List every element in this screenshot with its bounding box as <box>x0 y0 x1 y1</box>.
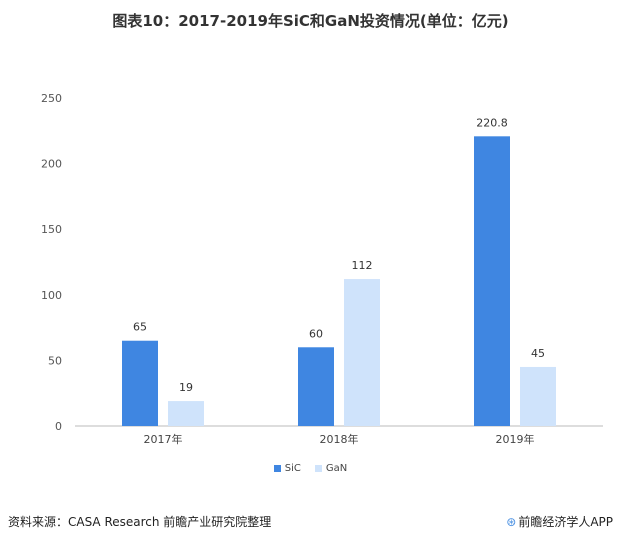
y-tick-label: 0 <box>55 420 62 433</box>
data-label-sic-2: 220.8 <box>476 116 508 129</box>
y-tick-label: 150 <box>41 223 62 236</box>
x-tick-label: 2019年 <box>496 432 535 446</box>
y-tick-label: 250 <box>41 92 62 105</box>
bar-gan-2 <box>520 366 556 426</box>
bar-gan-0 <box>168 401 204 426</box>
brand-credit: ⊛ 前瞻经济学人APP <box>506 513 613 530</box>
legend-item-sic: SiC <box>273 463 301 474</box>
data-label-gan-2: 45 <box>531 347 545 360</box>
data-label-sic-0: 65 <box>133 321 147 334</box>
source-note: 资料来源：CASA Research 前瞻产业研究院整理 <box>8 515 272 529</box>
chart-title: 图表10：2017-2019年SiC和GaN投资情况(单位：亿元) <box>112 12 509 30</box>
y-tick-label: 100 <box>41 289 62 302</box>
legend: SiC GaN <box>0 463 621 474</box>
data-label-gan-0: 19 <box>179 381 193 394</box>
bar-sic-0 <box>122 340 158 426</box>
x-tick-label: 2017年 <box>144 432 183 446</box>
data-label-sic-1: 60 <box>309 327 323 340</box>
bar-sic-2 <box>474 136 510 426</box>
legend-label-gan: GaN <box>325 463 348 474</box>
brand-logo-icon: ⊛ <box>506 515 517 529</box>
legend-label-sic: SiC <box>284 463 301 474</box>
bar-sic-1 <box>298 347 334 426</box>
legend-swatch-gan <box>314 465 322 472</box>
y-tick-label: 50 <box>48 354 62 367</box>
brand-name: 前瞻经济学人APP <box>518 515 613 529</box>
bar-gan-1 <box>344 279 380 426</box>
data-label-gan-1: 112 <box>352 259 373 272</box>
y-tick-label: 200 <box>41 158 62 171</box>
bar-chart: 0 50 100 150 200 250 65 19 2017年 60 112 2018年 220.8 4… <box>41 92 603 446</box>
legend-swatch-sic <box>273 465 281 472</box>
legend-item-gan: GaN <box>314 463 348 474</box>
x-tick-label: 2018年 <box>320 432 359 446</box>
